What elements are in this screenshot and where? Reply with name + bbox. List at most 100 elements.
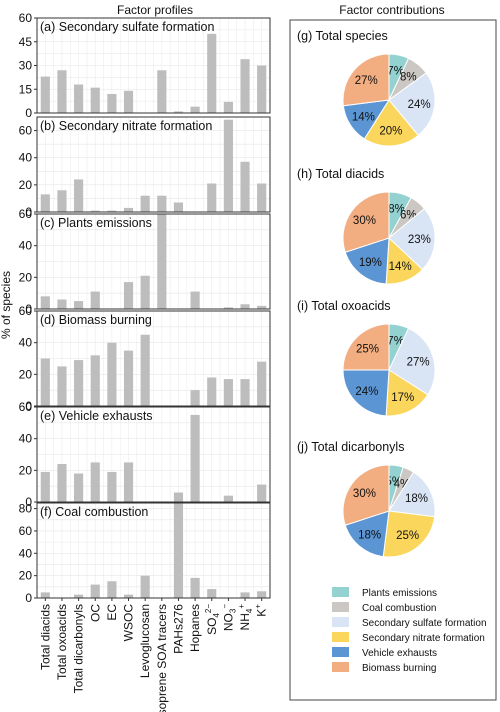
bar — [223, 119, 233, 212]
y-tick-label: 20 — [19, 367, 33, 381]
bar — [107, 471, 117, 502]
bar-panel-frame — [36, 406, 271, 503]
y-tick-label: 60 — [19, 207, 33, 221]
bar — [74, 360, 84, 406]
pie-slice — [388, 471, 436, 518]
pie-slice-label: 7% — [387, 65, 404, 77]
y-tick-label: 60 — [19, 124, 33, 138]
bar — [107, 342, 117, 406]
legend-label: Secondary nitrate formation — [362, 633, 485, 644]
y-tick-label: 40 — [19, 432, 33, 446]
legend-swatch — [332, 632, 349, 642]
bar-panel-frame — [36, 116, 271, 213]
bar-panel-frame — [36, 502, 271, 599]
x-tick-labels: Total diacids Total oxoacids Total dicarbo… — [38, 598, 269, 712]
bar — [40, 296, 50, 309]
bar — [240, 592, 250, 598]
pie-panel-frame — [289, 19, 497, 701]
pie-slice-label: 14% — [389, 261, 412, 273]
bar — [223, 307, 233, 309]
bar — [57, 70, 67, 113]
x-tick-label: SO42− — [204, 604, 221, 635]
pie-0: (g) Total species 7%8% 24% 20% 14% 27% — [297, 29, 436, 147]
x-tick-label: WSOC — [122, 604, 136, 642]
bar — [40, 76, 50, 113]
x-tick-label: OC — [88, 604, 102, 622]
bar — [107, 581, 117, 598]
pie-slice-label: 27% — [355, 75, 378, 87]
bar — [74, 179, 84, 212]
bar — [123, 90, 134, 113]
y-tick-label: 20 — [19, 178, 33, 192]
legend-swatch — [332, 587, 349, 597]
bar — [240, 304, 250, 309]
pie-slice — [342, 369, 390, 417]
pie-slice-label: 8% — [400, 72, 417, 84]
bar-panel-frame — [36, 213, 271, 310]
bar — [190, 291, 200, 309]
y-tick-label: 0 — [25, 399, 32, 413]
right-panel-title: Factor contributions — [339, 3, 444, 17]
bar-panel-title: (a) Secondary sulfate formation — [40, 20, 214, 34]
bar — [57, 366, 67, 406]
legend-swatch — [332, 602, 349, 612]
bar — [223, 379, 233, 406]
y-tick-label: 60 — [19, 11, 33, 25]
pie-slice-label: 20% — [379, 125, 402, 137]
legend-item: Coal combustion — [332, 602, 436, 614]
bar — [190, 106, 200, 113]
pie-slice-label: 23% — [408, 234, 431, 246]
bar-panel-4: 0 20 40 60 (e) Vehicle exhausts — [19, 400, 271, 509]
bar-panel-3: 0 20 40 60 (d) Biomass burning — [19, 304, 271, 413]
bar-panel-title: (d) Biomass burning — [40, 313, 152, 327]
pie-slice — [388, 207, 436, 271]
bar — [223, 101, 233, 113]
bar — [190, 390, 200, 406]
y-tick-label: 0 — [25, 591, 32, 605]
pie-slice-label: 18% — [358, 529, 381, 541]
bar — [257, 591, 267, 598]
bar — [74, 594, 84, 598]
legend-item: Biomass burning — [332, 662, 436, 674]
bar — [190, 577, 200, 598]
bar-panel-title: (b) Secondary nitrate formation — [40, 119, 212, 133]
bar — [123, 282, 134, 309]
y-tick-label: 80 — [19, 502, 33, 516]
left-panel-title: Factor profiles — [117, 3, 193, 17]
y-tick-label: 40 — [19, 336, 33, 350]
bar — [207, 33, 217, 114]
bar — [57, 299, 67, 309]
bar — [90, 210, 100, 212]
bar-panel-frame — [36, 310, 271, 407]
pie-slice — [342, 323, 390, 371]
bar — [74, 301, 84, 309]
bar — [107, 94, 117, 113]
y-axis-label: % of species — [0, 271, 13, 339]
legend-swatch — [332, 617, 349, 627]
pie-slice-label: 18% — [405, 493, 428, 505]
bar — [257, 305, 267, 309]
bar — [123, 350, 134, 406]
pie-title: (g) Total species — [297, 29, 388, 43]
pie-slice — [388, 72, 436, 137]
bar — [207, 377, 217, 406]
bar — [57, 464, 67, 502]
x-tick-label: NH4+ — [237, 604, 254, 631]
bar — [57, 190, 67, 212]
legend-item: Secondary sulfate formation — [332, 617, 487, 629]
bar — [40, 358, 50, 406]
bar — [223, 495, 233, 502]
bar-panel-title: (e) Vehicle exhausts — [40, 409, 153, 423]
pie-slice — [385, 369, 429, 417]
bar — [240, 379, 250, 406]
bar — [173, 503, 184, 598]
bar — [157, 70, 167, 113]
pie-slice — [382, 510, 436, 558]
y-tick-label: 40 — [19, 151, 33, 165]
x-tick-label: Total diacids — [38, 604, 52, 670]
pie-slice — [342, 53, 390, 107]
bar-panel-5: 0 20 40 60 80 (f) Coal combustion — [19, 502, 271, 605]
bar-panel-2: 0 20 40 60 (c) Plants emissions — [19, 207, 271, 316]
pie-slice-label: 27% — [407, 357, 430, 369]
